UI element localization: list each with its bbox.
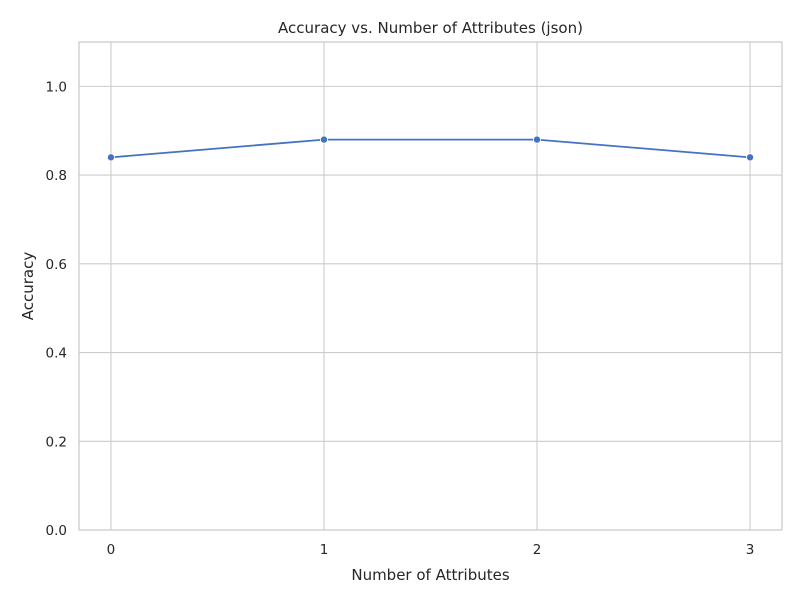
x-tick-label: 0 xyxy=(107,542,116,558)
chart-title: Accuracy vs. Number of Attributes (json) xyxy=(278,19,583,37)
x-tick-label: 1 xyxy=(320,542,329,558)
y-tick-label: 0.8 xyxy=(46,168,67,184)
data-point xyxy=(746,153,755,162)
y-tick-label: 0.4 xyxy=(46,346,67,362)
x-axis-label: Number of Attributes xyxy=(351,566,509,584)
series-layer xyxy=(106,135,755,162)
tick-labels: 0 1 2 3 0.0 0.2 0.4 0.6 0.8 1.0 xyxy=(46,79,755,558)
plot-frame xyxy=(78,41,783,531)
x-tick-label: 2 xyxy=(533,542,542,558)
y-tick-label: 1.0 xyxy=(46,79,67,95)
series-line xyxy=(110,138,751,159)
y-tick-label: 0.0 xyxy=(46,523,67,539)
y-tick-label: 0.2 xyxy=(46,434,67,450)
data-point xyxy=(533,135,542,144)
y-axis-label: Accuracy xyxy=(19,252,37,321)
data-point xyxy=(106,153,115,162)
x-tick-label: 3 xyxy=(746,542,755,558)
data-point xyxy=(319,135,328,144)
y-tick-label: 0.6 xyxy=(46,257,67,273)
